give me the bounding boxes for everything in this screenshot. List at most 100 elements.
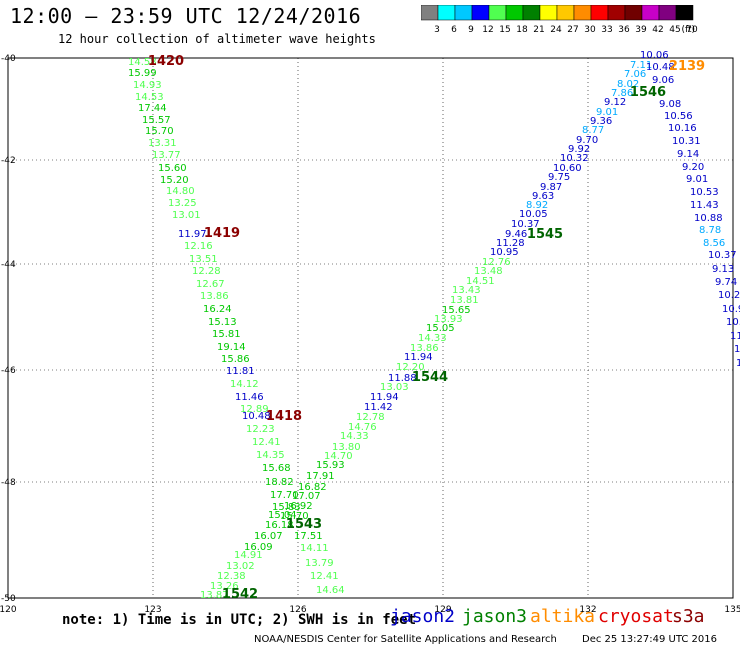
track-id-label: 1418 [266, 409, 302, 424]
legend-item-s3a: s3a [672, 606, 705, 627]
wave-height-value: 16.92 [284, 501, 313, 512]
colorbar-label: 3 [434, 25, 440, 35]
wave-height-value: 15.13 [208, 317, 237, 328]
footer-note: note: 1) Time is in UTC; 2) SWH is in fe… [62, 612, 417, 628]
map-subtitle: 12 hour collection of altimeter wave hei… [58, 32, 376, 46]
wave-height-value: 10.05 [519, 209, 548, 220]
wave-height-value: 9.70 [576, 135, 598, 146]
colorbar-label: 15 [499, 25, 510, 35]
wave-height-value: 10.56 [664, 111, 693, 122]
wave-height-value: 15.83 [272, 502, 301, 513]
wave-height-value: 13.02 [226, 561, 255, 572]
wave-height-value: 17.07 [292, 491, 321, 502]
wave-height-value: 10.06 [640, 50, 669, 61]
lat-tick-label: -46 [1, 366, 16, 376]
footer-timestamp: Dec 25 13:27:49 UTC 2016 [582, 634, 717, 645]
wave-height-value: 11.9 [730, 331, 740, 342]
colorbar-label: 70 [686, 25, 698, 35]
wave-height-value: 17.44 [138, 103, 167, 114]
colorbar-label: 9 [468, 25, 474, 35]
wave-height-value: 12.28 [192, 266, 221, 277]
wave-height-value: 11.94 [404, 352, 433, 363]
wave-height-value: 11.42 [364, 402, 393, 413]
lon-tick-label: 120 [0, 605, 17, 612]
wave-height-value: 15.81 [212, 329, 241, 340]
wave-height-value: 14.51 [466, 276, 495, 287]
legend-item-altika: altika [530, 606, 596, 627]
wave-height-value: 11 [736, 358, 740, 369]
wave-height-value: 14.33 [418, 333, 447, 344]
wave-height-value: 14.70 [324, 451, 353, 462]
wave-height-value: 11.81 [226, 366, 255, 377]
colorbar-label: 39 [635, 25, 647, 35]
wave-height-value: 16.82 [298, 482, 327, 493]
wave-height-value: 8.78 [699, 225, 721, 236]
wave-height-value: 10.32 [560, 153, 589, 164]
colorbar-label: 12 [482, 25, 493, 35]
wave-height-value: 15.20 [160, 175, 189, 186]
colorbar-label: 24 [550, 25, 562, 35]
wave-height-value: 13.79 [305, 558, 334, 569]
wave-height-value: 12.67 [196, 279, 225, 290]
wave-height-value: 8.77 [582, 125, 604, 136]
wave-height-value: 10.16 [668, 123, 697, 134]
colorbar-label: 36 [618, 25, 630, 35]
legend-item-jason2: jason2 [390, 606, 456, 627]
lon-tick-label: 123 [144, 605, 161, 612]
wave-height-value: 10.37 [708, 250, 737, 261]
wave-height-value: 15.99 [128, 68, 157, 79]
wave-height-value: 11.88 [388, 373, 417, 384]
wave-height-value: 7.86 [611, 88, 633, 99]
lon-tick-label: 135 [724, 605, 740, 612]
wave-height-value: 10.25 [718, 290, 740, 301]
wave-height-value: 13.51 [189, 254, 218, 265]
wave-height-value: 10.37 [511, 219, 540, 230]
wave-height-value: 17.91 [306, 471, 335, 482]
wave-height-value: 12.16 [184, 241, 213, 252]
map-title: 12:00 – 23:59 UTC 12/24/2016 [10, 4, 362, 28]
lon-tick-label: 126 [289, 605, 306, 612]
wave-height-value: 10. [734, 344, 740, 355]
wave-height-value: 13.86 [200, 291, 229, 302]
wave-height-value: 12.38 [217, 571, 246, 582]
wave-height-map: 120 123 126 129 132 135 -40 -42 -44 -46 -48 -50 14.5… [0, 50, 740, 612]
wave-height-value: 14.93 [133, 80, 162, 91]
wave-height-value: 9.20 [682, 162, 704, 173]
wave-height-value: 11.94 [370, 392, 399, 403]
wave-height-value: 12.41 [252, 437, 281, 448]
wave-height-value: 9.63 [532, 191, 554, 202]
wave-height-value: 14.33 [340, 431, 369, 442]
wave-height-value: 15.04 [268, 510, 297, 521]
wave-height-value: 12.23 [246, 424, 275, 435]
wave-height-value: 13.01 [172, 210, 201, 221]
colorbar-label: 6 [451, 25, 457, 35]
wave-height-value: 15.70 [280, 511, 309, 522]
wave-height-value: 13.43 [452, 285, 481, 296]
wave-height-value: 12.78 [356, 412, 385, 423]
wave-height-value: 10.94 [722, 304, 740, 315]
wave-height-value: 14.35 [256, 450, 285, 461]
track-id-label: 1419 [204, 226, 240, 241]
track-id-label: 1546 [630, 85, 666, 100]
wave-height-value: 14.53 [135, 92, 164, 103]
wave-height-value: 10.60 [553, 163, 582, 174]
wave-height-value: 8.92 [526, 200, 548, 211]
wave-height-value: 17.70 [270, 490, 299, 501]
wave-height-value: 14.11 [300, 543, 329, 554]
wave-height-value: 18.82 [265, 477, 294, 488]
wave-height-value: 15.57 [142, 115, 171, 126]
colorbar-label: 30 [584, 25, 596, 35]
wave-height-value: 14.12 [230, 379, 259, 390]
wave-height-value: 17.51 [294, 531, 323, 542]
track-id-label: 1544 [412, 370, 448, 385]
wave-height-value: 9.74 [715, 277, 737, 288]
wave-height-value: 11.28 [496, 238, 525, 249]
track-id-label: 1420 [148, 54, 184, 69]
wave-height-value: 13.87 [200, 590, 229, 601]
colorbar: 3 6 9 12 15 18 21 24 27 30 33 36 39 42 45 70(ft) [421, 5, 698, 35]
wave-height-value: 12.41 [310, 571, 339, 582]
wave-height-value: 16.24 [203, 304, 232, 315]
lon-tick-label: 129 [434, 605, 451, 612]
lat-tick-label: -42 [1, 156, 16, 166]
wave-height-value: 11.43 [690, 200, 719, 211]
